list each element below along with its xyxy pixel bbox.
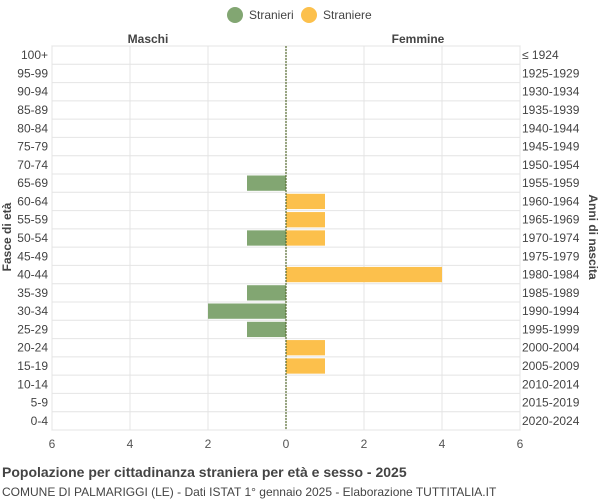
x-tick-label: 2	[205, 437, 212, 451]
birth-year-label: 2020-2024	[522, 414, 580, 428]
maschi-header: Maschi	[128, 32, 169, 46]
age-band-label: 40-44	[17, 268, 48, 282]
birth-year-label: 1945-1949	[522, 140, 580, 154]
age-band-label: 60-64	[17, 194, 48, 208]
bar-straniere-15-19	[286, 358, 325, 374]
birth-year-label: 1965-1969	[522, 213, 580, 227]
x-tick-label: 4	[127, 437, 134, 451]
age-band-label: 70-74	[17, 158, 48, 172]
age-band-label: 55-59	[17, 213, 48, 227]
legend-marker-stranieri	[227, 7, 243, 23]
age-band-label: 20-24	[17, 341, 48, 355]
birth-year-label: 1930-1934	[522, 85, 580, 99]
birth-year-labels: ≤ 1924 1925-1929 1930-1934 1935-1939 1940-19…	[522, 48, 580, 428]
population-pyramid-chart: Stranieri Straniere Maschi Femmine 100+ 95…	[0, 7, 600, 451]
age-band-label: 30-34	[17, 304, 48, 318]
x-tick-label: 4	[439, 437, 446, 451]
x-tick-label: 6	[517, 437, 524, 451]
bar-stranieri-35-39	[247, 285, 286, 301]
age-band-label: 90-94	[17, 85, 48, 99]
age-band-label: 95-99	[17, 66, 48, 80]
age-band-label: 45-49	[17, 249, 48, 263]
x-tick-label: 2	[361, 437, 368, 451]
bar-stranieri-25-29	[247, 321, 286, 338]
age-band-label: 25-29	[17, 322, 48, 336]
age-band-label: 85-89	[17, 103, 48, 117]
age-band-label: 50-54	[17, 231, 48, 245]
chart-footer-title: Popolazione per cittadinanza straniera p…	[2, 464, 407, 480]
x-tick-labels: 6 4 2 0 2 4 6	[49, 437, 524, 451]
legend-label-straniere: Straniere	[323, 8, 372, 22]
age-labels: 100+ 95-99 90-94 85-89 80-84 75-79 70-74 65-69 6…	[17, 48, 48, 428]
birth-year-label: 1960-1964	[522, 194, 580, 208]
bars	[208, 46, 442, 430]
bar-straniere-60-64	[286, 193, 325, 210]
birth-year-label: 2000-2004	[522, 341, 580, 355]
y-axis-title-right: Anni di nascita	[586, 194, 600, 280]
birth-year-label: 1935-1939	[522, 103, 580, 117]
birth-year-label: 1925-1929	[522, 66, 580, 80]
legend: Stranieri Straniere	[227, 7, 372, 23]
birth-year-label: 1950-1954	[522, 158, 580, 172]
birth-year-label: ≤ 1924	[522, 48, 559, 62]
birth-year-label: 1985-1989	[522, 286, 580, 300]
birth-year-label: 2010-2014	[522, 377, 580, 391]
birth-year-label: 1955-1959	[522, 176, 580, 190]
age-band-label: 65-69	[17, 176, 48, 190]
age-band-label: 5-9	[31, 396, 49, 410]
birth-year-label: 1975-1979	[522, 249, 580, 263]
birth-year-label: 1995-1999	[522, 322, 580, 336]
femmine-header: Femmine	[392, 32, 445, 46]
bar-straniere-50-54	[286, 230, 325, 246]
chart-footer-source: COMUNE DI PALMARIGGI (LE) - Dati ISTAT 1…	[2, 485, 497, 499]
birth-year-label: 2005-2009	[522, 359, 580, 373]
age-band-label: 35-39	[17, 286, 48, 300]
birth-year-label: 1980-1984	[522, 268, 580, 282]
bar-stranieri-30-34	[208, 303, 286, 319]
legend-label-stranieri: Stranieri	[249, 8, 294, 22]
bar-straniere-55-59	[286, 212, 325, 228]
x-tick-label: 0	[283, 437, 290, 451]
birth-year-label: 1940-1944	[522, 121, 580, 135]
age-band-label: 15-19	[17, 359, 48, 373]
age-band-label: 80-84	[17, 121, 48, 135]
bar-stranieri-65-69	[247, 175, 286, 191]
age-band-label: 100+	[21, 48, 48, 62]
legend-marker-straniere	[301, 7, 317, 23]
birth-year-label: 2015-2019	[522, 396, 580, 410]
bar-stranieri-50-54	[247, 230, 286, 246]
birth-year-label: 1990-1994	[522, 304, 580, 318]
bar-straniere-20-24	[286, 340, 325, 356]
age-band-label: 75-79	[17, 140, 48, 154]
bar-straniere-40-44	[286, 266, 442, 283]
y-axis-title-left: Fasce di età	[0, 202, 14, 271]
age-band-label: 10-14	[17, 377, 48, 391]
age-band-label: 0-4	[31, 414, 49, 428]
x-tick-label: 6	[49, 437, 56, 451]
birth-year-label: 1970-1974	[522, 231, 580, 245]
